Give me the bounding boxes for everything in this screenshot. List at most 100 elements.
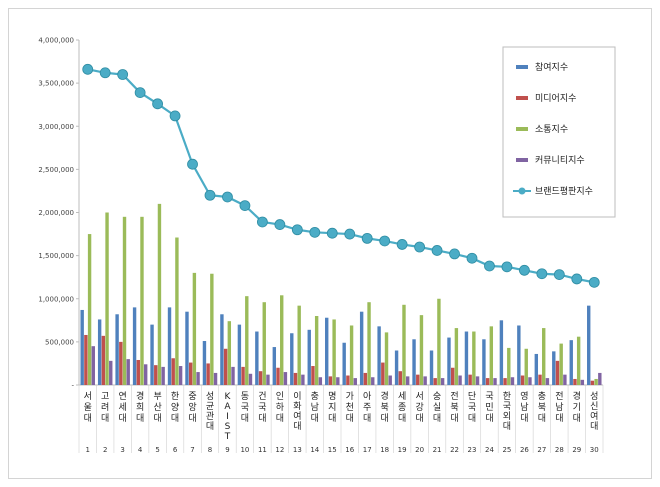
- legend-swatch-참여지수: [516, 65, 528, 69]
- bar-커뮤니티지수-명지대: [336, 377, 340, 385]
- x-rank-label: 24: [485, 446, 494, 454]
- x-rank-label: 23: [468, 446, 477, 454]
- x-rank-label: 12: [275, 446, 284, 454]
- bar-소통지수-경북대: [384, 332, 389, 385]
- bar-참여지수-성균관대: [202, 341, 207, 385]
- y-tick-label: 4,000,000: [38, 37, 74, 45]
- point-브랜드평판지수-아주대: [361, 232, 373, 244]
- bar-미디어지수-성신여대: [590, 380, 595, 385]
- bar-커뮤니티지수-단국대: [475, 376, 480, 385]
- x-rank-label: 13: [293, 446, 302, 454]
- bar-커뮤니티지수-인하대: [283, 372, 288, 385]
- bar-소통지수-전북대: [454, 328, 459, 385]
- bar-미디어지수-국민대: [485, 378, 490, 385]
- bar-미디어지수-고려대: [101, 335, 106, 385]
- x-rank-label: 25: [502, 446, 511, 454]
- bar-소통지수-성신여대: [594, 378, 598, 385]
- bar-참여지수-전북대: [447, 337, 451, 385]
- bar-소통지수-한양대: [175, 237, 179, 385]
- bar-소통지수-세종대: [402, 304, 406, 385]
- x-rank-label: 10: [240, 446, 249, 454]
- x-rank-label: 16: [345, 446, 354, 454]
- point-브랜드평판지수-경북대: [379, 235, 391, 247]
- bar-미디어지수-명지대: [328, 376, 333, 385]
- bar-소통지수-영남대: [524, 348, 528, 385]
- bar-소통지수-고려대: [105, 212, 109, 385]
- x-rank-label: 18: [380, 446, 389, 454]
- bar-참여지수-가천대: [342, 342, 346, 385]
- point-브랜드평판지수-국민대: [484, 260, 495, 272]
- bar-커뮤니티지수-서울대: [91, 346, 95, 385]
- bar-커뮤니티지수-동국대: [248, 373, 253, 385]
- legend-swatch-커뮤니티지수: [516, 158, 528, 162]
- bar-커뮤니티지수-고려대: [109, 360, 113, 385]
- bar-참여지수-부산대: [150, 324, 154, 385]
- bar-소통지수-경희대: [140, 216, 144, 385]
- bar-커뮤니티지수-영남대: [528, 377, 532, 385]
- point-브랜드평판지수-중앙대: [187, 158, 198, 170]
- point-브랜드평판지수-한국외대: [501, 261, 513, 273]
- bar-소통지수-인하대: [280, 295, 284, 385]
- x-rank-label: 20: [415, 446, 424, 454]
- bar-소통지수-KAIST: [227, 321, 232, 385]
- bar-커뮤니티지수-이화여대: [301, 374, 305, 385]
- bar-소통지수-아주대: [367, 302, 371, 385]
- bar-소통지수-한국외대: [507, 347, 511, 385]
- x-rank-label: 30: [590, 446, 599, 454]
- point-브랜드평판지수-부산대: [152, 98, 164, 110]
- bar-미디어지수-아주대: [363, 372, 368, 385]
- bar-커뮤니티지수-연세대: [126, 359, 130, 385]
- brand-reputation-chart: 4,000,000 3,500,000 3,000,000 2,500,000 2,00…: [38, 37, 616, 454]
- bar-커뮤니티지수-한국외대: [510, 377, 515, 385]
- bar-소통지수-중앙대: [192, 272, 197, 385]
- x-rank-label: 15: [328, 446, 337, 454]
- bar-소통지수-전남대: [559, 343, 563, 385]
- point-브랜드평판지수-이화여대: [291, 224, 303, 236]
- bar-소통지수-부산대: [157, 203, 162, 385]
- bar-미디어지수-가천대: [346, 375, 350, 385]
- x-rank-label: 2: [103, 446, 107, 454]
- point-브랜드평판지수-건국대: [256, 216, 268, 228]
- legend-label: 미디어지수: [535, 93, 576, 104]
- bar-커뮤니티지수-아주대: [371, 377, 375, 385]
- bar-커뮤니티지수-경희대: [143, 364, 148, 385]
- legend-label: 커뮤니티지수: [535, 155, 585, 166]
- bar-커뮤니티지수-경기대: [580, 379, 585, 385]
- bar-미디어지수-동국대: [241, 366, 245, 385]
- legend-label: 브랜드평판지수: [535, 186, 593, 197]
- point-브랜드평판지수-단국대: [466, 252, 478, 264]
- bar-커뮤니티지수-KAIST: [231, 366, 235, 385]
- point-브랜드평판지수-경희대: [134, 87, 146, 99]
- bar-참여지수-경기대: [569, 340, 573, 385]
- y-tick-label: 1,500,000: [38, 252, 74, 260]
- bar-커뮤니티지수-세종대: [405, 376, 410, 385]
- y-tick-label: 3,000,000: [38, 123, 74, 131]
- bar-참여지수-경희대: [132, 307, 137, 385]
- bar-참여지수-중앙대: [185, 311, 189, 385]
- bar-참여지수-성신여대: [587, 305, 591, 385]
- x-rank-label: 7: [190, 446, 194, 454]
- bar-참여지수-단국대: [464, 331, 469, 385]
- bar-참여지수-고려대: [97, 319, 102, 385]
- x-rank-label: 19: [398, 446, 407, 454]
- bar-참여지수-세종대: [394, 350, 399, 385]
- bar-미디어지수-KAIST: [223, 348, 228, 385]
- bar-참여지수-명지대: [325, 317, 329, 385]
- y-tick-label: -: [71, 382, 74, 390]
- point-브랜드평판지수-서울대: [82, 63, 94, 75]
- bar-커뮤니티지수-충북대: [545, 378, 550, 385]
- bar-커뮤니티지수-전남대: [563, 374, 567, 385]
- point-브랜드평판지수-성균관대: [204, 189, 216, 201]
- bar-미디어지수-세종대: [398, 371, 402, 385]
